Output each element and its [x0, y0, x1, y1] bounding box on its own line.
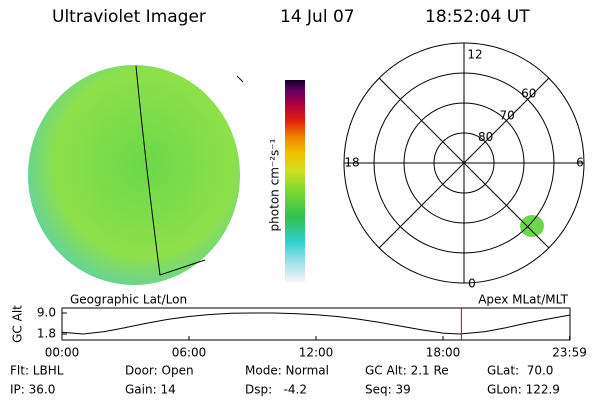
lat-label: 60	[521, 87, 536, 101]
mlt-label: 0	[468, 277, 476, 291]
lat-ring	[403, 102, 525, 224]
status-field: GLon: 122.9	[487, 383, 560, 397]
altitude-plot: Geographic Lat/Lon Apex MLat/MLT GC Alt …	[11, 293, 587, 360]
x-tick-label: 12:00	[299, 346, 334, 360]
title: Ultraviolet Imager	[52, 7, 206, 27]
status-field: GLat: 70.0	[487, 364, 553, 378]
caption: Apex MLat/MLT	[478, 293, 568, 307]
status-field: Seq: 39	[365, 383, 411, 397]
y-label: GC Alt	[11, 305, 25, 343]
time: 18:52:04 UT	[425, 7, 530, 27]
uv-image	[28, 65, 244, 285]
caption: Geographic Lat/Lon	[70, 293, 187, 307]
x-tick-label: 06:00	[172, 346, 207, 360]
spoke	[378, 77, 550, 249]
lat-label: 70	[500, 108, 515, 122]
status-field: IP: 36.0	[10, 383, 55, 397]
colorbar-label: photon cm⁻²s⁻¹	[268, 138, 282, 231]
altitude-curve	[61, 312, 571, 335]
footer: Flt: LBHL IP: 36.0 Door: Open Gain: 14 Mode:…	[10, 364, 560, 397]
status-field: Dsp: -4.2	[245, 383, 307, 397]
y-tick-label: 1.8	[37, 327, 56, 341]
status-field: Gain: 14	[125, 383, 176, 397]
x-tick-label: 23:59	[552, 346, 587, 360]
x-tick-label: 00:00	[45, 346, 80, 360]
status-field: Door: Open	[125, 364, 194, 378]
x-tick-label: 18:00	[426, 346, 461, 360]
y-tick-label: 9.0	[37, 306, 56, 320]
mlt-label: 12	[467, 48, 482, 62]
status-field: Mode: Normal	[245, 364, 329, 378]
lat-ring	[433, 132, 495, 194]
status-field: GC Alt: 2.1 Re	[365, 364, 449, 378]
colorbar: photon cm⁻²s⁻¹	[268, 80, 305, 282]
lat-label: 80	[478, 130, 493, 144]
lat-ring	[373, 72, 555, 254]
status-field: Flt: LBHL	[10, 364, 64, 378]
date: 14 Jul 07	[280, 7, 355, 27]
